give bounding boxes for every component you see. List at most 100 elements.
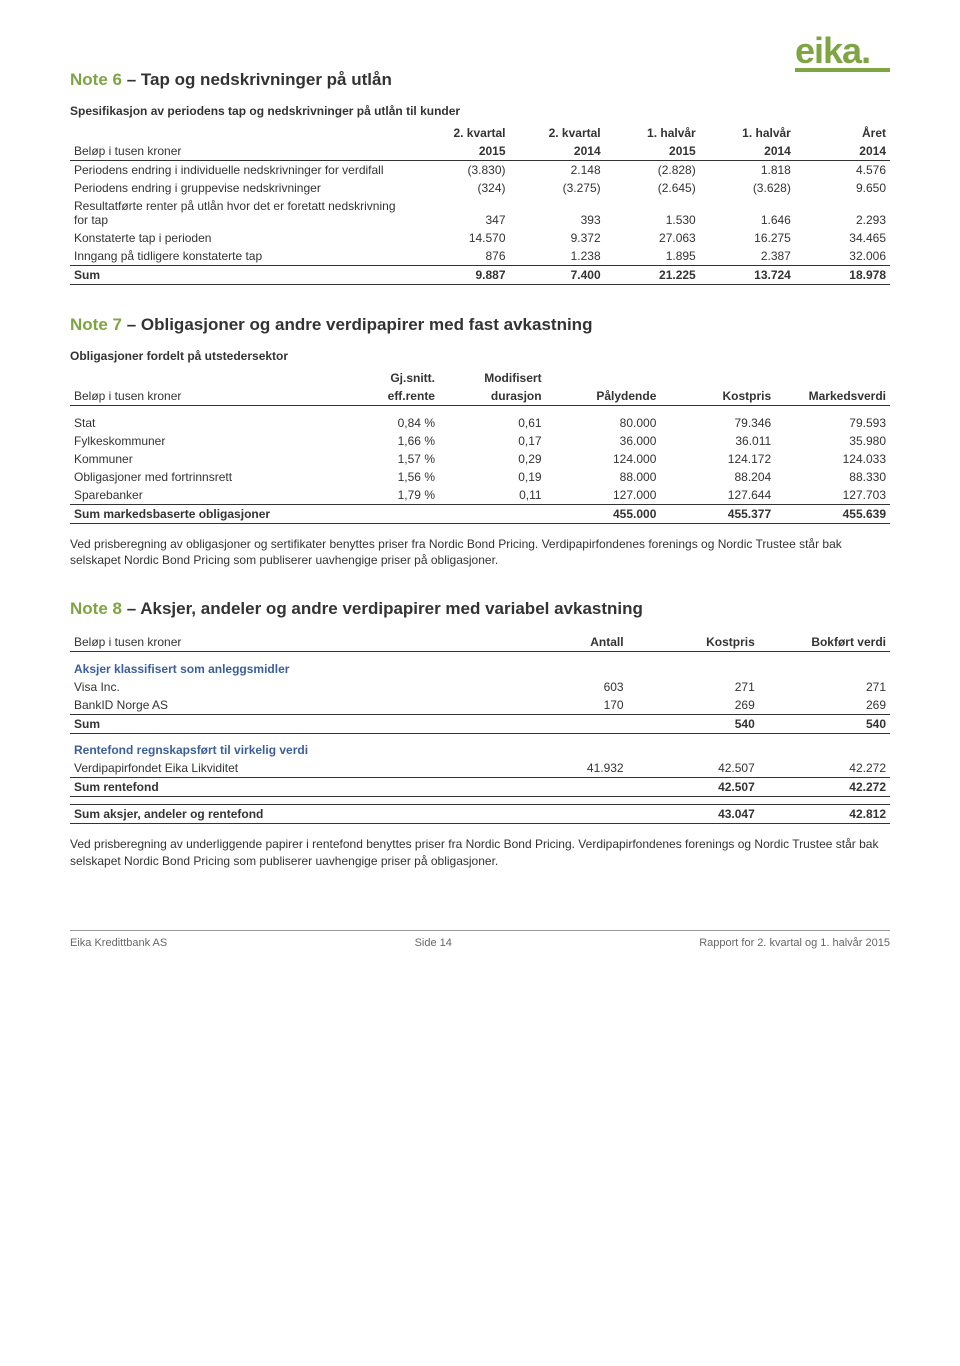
note8-total-label: Sum aksjer, andeler og rentefond [70, 805, 496, 824]
note7-h5-top [775, 369, 890, 387]
note6-row-1-v0: (324) [414, 179, 509, 197]
note7-row-0-v2: 80.000 [546, 414, 661, 432]
note8-sec2-title-row: Rentefond regnskapsført til virkelig ver… [70, 741, 890, 759]
note6-sum-v1: 7.400 [510, 266, 605, 285]
footer-left: Eika Kredittbank AS [70, 937, 167, 949]
note7-row-2-v4: 124.033 [775, 450, 890, 468]
note7-row-0-v3: 79.346 [660, 414, 775, 432]
note7-row-2-v0: 1,57 % [349, 450, 439, 468]
note6-row-1-v1: (3.275) [510, 179, 605, 197]
note6-h1-bot: 2015 [414, 142, 509, 161]
note7-row-4-v2: 127.000 [546, 486, 661, 505]
note7-sum-v1 [439, 504, 546, 523]
note8-sec1-sum-label: Sum [70, 714, 496, 733]
note6-row-1-label: Periodens endring i gruppevise nedskrivn… [70, 179, 414, 197]
note6-sum: Sum9.8877.40021.22513.72418.978 [70, 266, 890, 285]
note8-sec1-row-0-label: Visa Inc. [70, 678, 496, 696]
logo-dot: . [861, 30, 870, 71]
note6-row-4-label: Inngang på tidligere konstaterte tap [70, 247, 414, 266]
note6-row-2-label: Resultatførte renter på utlån hvor det e… [70, 197, 414, 229]
note7-h3-top [546, 369, 661, 387]
note6-row-4-v1: 1.238 [510, 247, 605, 266]
note6-row-1: Periodens endring i gruppevise nedskrivn… [70, 179, 890, 197]
note6-h1-top: 2. kvartal [414, 124, 509, 142]
note6-row-4-v3: 2.387 [700, 247, 795, 266]
note6-subtitle: Spesifikasjon av periodens tap og nedskr… [70, 104, 890, 118]
note6-row-2-v3: 1.646 [700, 197, 795, 229]
note6-sum-v4: 18.978 [795, 266, 890, 285]
note7-heading: Note 7 – Obligasjoner og andre verdipapi… [70, 315, 890, 335]
note7-row-4-v0: 1,79 % [349, 486, 439, 505]
note7-sum-label: Sum markedsbaserte obligasjoner [70, 504, 349, 523]
note8-h3: Bokført verdi [759, 633, 890, 652]
note7-row-3-v2: 88.000 [546, 468, 661, 486]
note7-row-1: Fylkeskommuner1,66 %0,1736.00036.01135.9… [70, 432, 890, 450]
note8-table: Beløp i tusen kroner Antall Kostpris Bok… [70, 633, 890, 824]
note6-h5-bot: 2014 [795, 142, 890, 161]
note7-row-3-v3: 88.204 [660, 468, 775, 486]
note6-h5-top: Året [795, 124, 890, 142]
note8-total: Sum aksjer, andeler og rentefond43.04742… [70, 805, 890, 824]
note7-h4-bot: Kostpris [660, 387, 775, 406]
note7-row-2-label: Kommuner [70, 450, 349, 468]
note7-sum-v3: 455.377 [660, 504, 775, 523]
note6-row-0-label: Periodens endring i individuelle nedskri… [70, 161, 414, 180]
note6-row-3: Konstaterte tap i perioden14.5709.37227.… [70, 229, 890, 247]
note7-row-3-v1: 0,19 [439, 468, 546, 486]
note6-row-0-v2: (2.828) [605, 161, 700, 180]
note7-row-1-label: Fylkeskommuner [70, 432, 349, 450]
note8-sec1-row-1-v2: 269 [759, 696, 890, 715]
note8-sec1-row-1-label: BankID Norge AS [70, 696, 496, 715]
note6-row-4-v0: 876 [414, 247, 509, 266]
note6-h4-top: 1. halvår [700, 124, 795, 142]
note7-table: Gj.snitt. Modifisert Beløp i tusen krone… [70, 369, 890, 524]
note8-sec1-sum-v0 [496, 714, 627, 733]
note8-sec1-sum-v1: 540 [628, 714, 759, 733]
note7-header-row2: Beløp i tusen kroner eff.rente durasjon … [70, 387, 890, 406]
note6-row-3-v4: 34.465 [795, 229, 890, 247]
note6-row-4-v2: 1.895 [605, 247, 700, 266]
note7-h1-top: Gj.snitt. [349, 369, 439, 387]
note7-col-label: Beløp i tusen kroner [70, 387, 349, 406]
note8-sec1-title: Aksjer klassifisert som anleggsmidler [70, 660, 890, 678]
note7-row-2-v3: 124.172 [660, 450, 775, 468]
note7-row-1-v2: 36.000 [546, 432, 661, 450]
note8-sec2-row-0-v0: 41.932 [496, 759, 627, 778]
note6-row-3-v3: 16.275 [700, 229, 795, 247]
note7-num: Note 7 [70, 315, 122, 334]
note7-h4-top [660, 369, 775, 387]
note8-sec2-row-0: Verdipapirfondet Eika Likviditet41.93242… [70, 759, 890, 778]
note7-row-0-v1: 0,61 [439, 414, 546, 432]
note8-sec2-title: Rentefond regnskapsført til virkelig ver… [70, 741, 890, 759]
note8-sec1-row-0-v2: 271 [759, 678, 890, 696]
note6-row-3-v0: 14.570 [414, 229, 509, 247]
note6-row-3-v1: 9.372 [510, 229, 605, 247]
note8-col-label: Beløp i tusen kroner [70, 633, 496, 652]
note7-row-4-v1: 0,11 [439, 486, 546, 505]
note6-h4-bot: 2014 [700, 142, 795, 161]
note8-h2: Kostpris [628, 633, 759, 652]
note7-row-1-v0: 1,66 % [349, 432, 439, 450]
note7-row-2-v1: 0,29 [439, 450, 546, 468]
note6-h2-bot: 2014 [510, 142, 605, 161]
footer-center: Side 14 [167, 937, 699, 949]
note8-sec2-sum: Sum rentefond42.50742.272 [70, 778, 890, 797]
note6-h2-top: 2. kvartal [510, 124, 605, 142]
note8-header-row: Beløp i tusen kroner Antall Kostpris Bok… [70, 633, 890, 652]
note6-row-4-v4: 32.006 [795, 247, 890, 266]
note6-table: 2. kvartal 2. kvartal 1. halvår 1. halvå… [70, 124, 890, 285]
note7-row-4-v4: 127.703 [775, 486, 890, 505]
note6-row-2-v0: 347 [414, 197, 509, 229]
logo: eika. [795, 30, 890, 72]
note6-row-0: Periodens endring i individuelle nedskri… [70, 161, 890, 180]
note8-sec1-row-1-v1: 269 [628, 696, 759, 715]
note6-row-3-label: Konstaterte tap i perioden [70, 229, 414, 247]
note6-row-1-v3: (3.628) [700, 179, 795, 197]
note7-sum-v4: 455.639 [775, 504, 890, 523]
note7-row-1-v4: 35.980 [775, 432, 890, 450]
note8-sec1-sum-v2: 540 [759, 714, 890, 733]
page-footer: Eika Kredittbank AS Side 14 Rapport for … [70, 930, 890, 949]
note6-header-row2: Beløp i tusen kroner 2015 2014 2015 2014… [70, 142, 890, 161]
note7-h2-top: Modifisert [439, 369, 546, 387]
note7-row-1-v1: 0,17 [439, 432, 546, 450]
